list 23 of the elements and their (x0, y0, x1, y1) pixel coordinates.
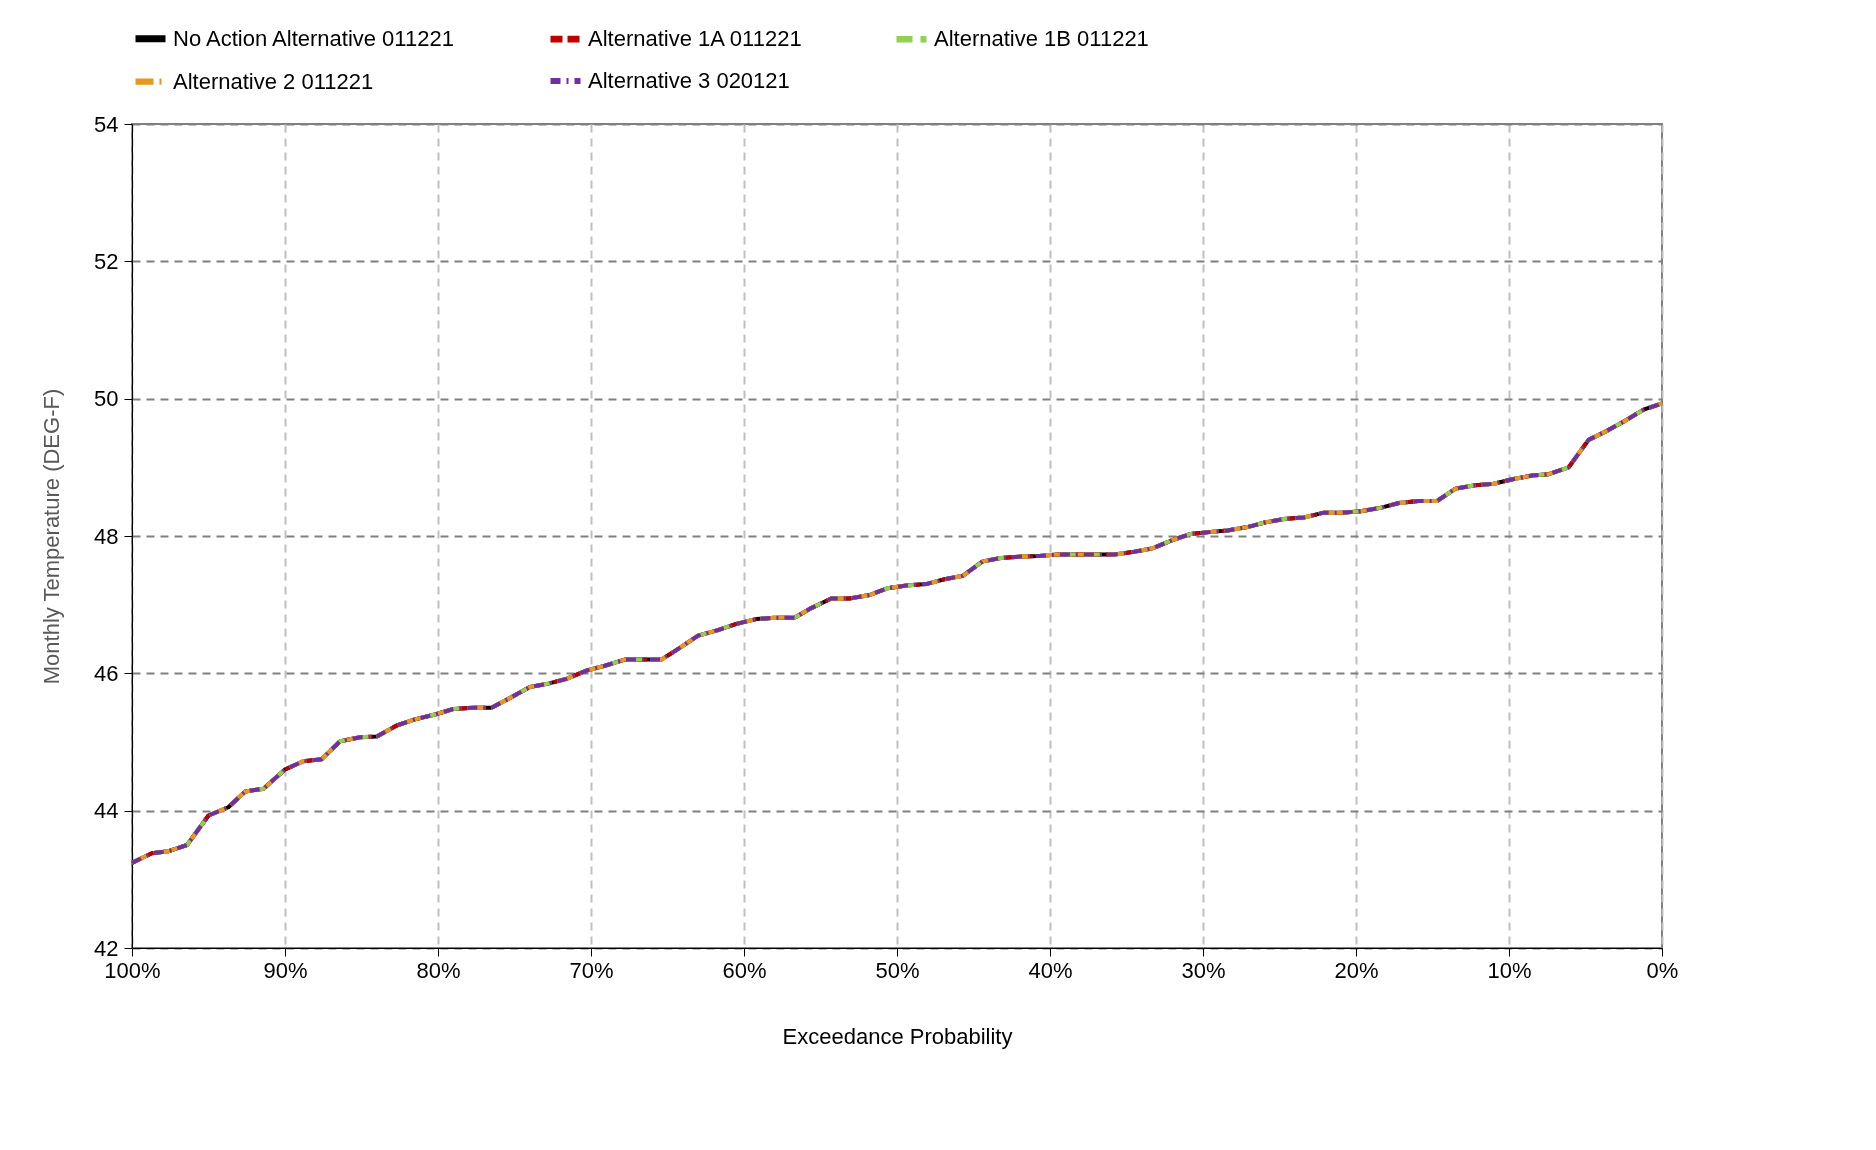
y-tick-label: 50 (94, 386, 119, 412)
x-tick-label: 50% (875, 957, 920, 983)
x-tick-label: 10% (1487, 957, 1532, 983)
x-tick-label: 20% (1334, 957, 1379, 983)
y-tick-label: 54 (94, 111, 119, 137)
x-tick-label: 90% (263, 957, 308, 983)
y-tick-label: 52 (94, 248, 119, 274)
x-tick-label: 0% (1646, 957, 1679, 983)
x-tick-label: 30% (1181, 957, 1226, 983)
y-axis-title: Monthly Temperature (DEG-F) (39, 388, 65, 685)
x-axis-title: Exceedance Probability (782, 1023, 1013, 1049)
x-tick-label: 60% (722, 957, 767, 983)
legend-label: Alternative 3 020121 (588, 68, 790, 93)
y-tick-label: 44 (94, 798, 119, 824)
x-tick-label: 40% (1028, 957, 1073, 983)
legend-label: Alternative 1B 011221 (934, 26, 1149, 52)
legend-label: Alternative 2 011221 (173, 68, 374, 94)
x-tick-label: 80% (416, 957, 461, 983)
x-tick-label: 70% (569, 957, 614, 983)
y-tick-label: 46 (94, 660, 119, 686)
legend-label: Alternative 1A 011221 (588, 26, 802, 51)
y-tick-label: 48 (94, 523, 119, 549)
legend-label: No Action Alternative 011221 (173, 25, 454, 51)
